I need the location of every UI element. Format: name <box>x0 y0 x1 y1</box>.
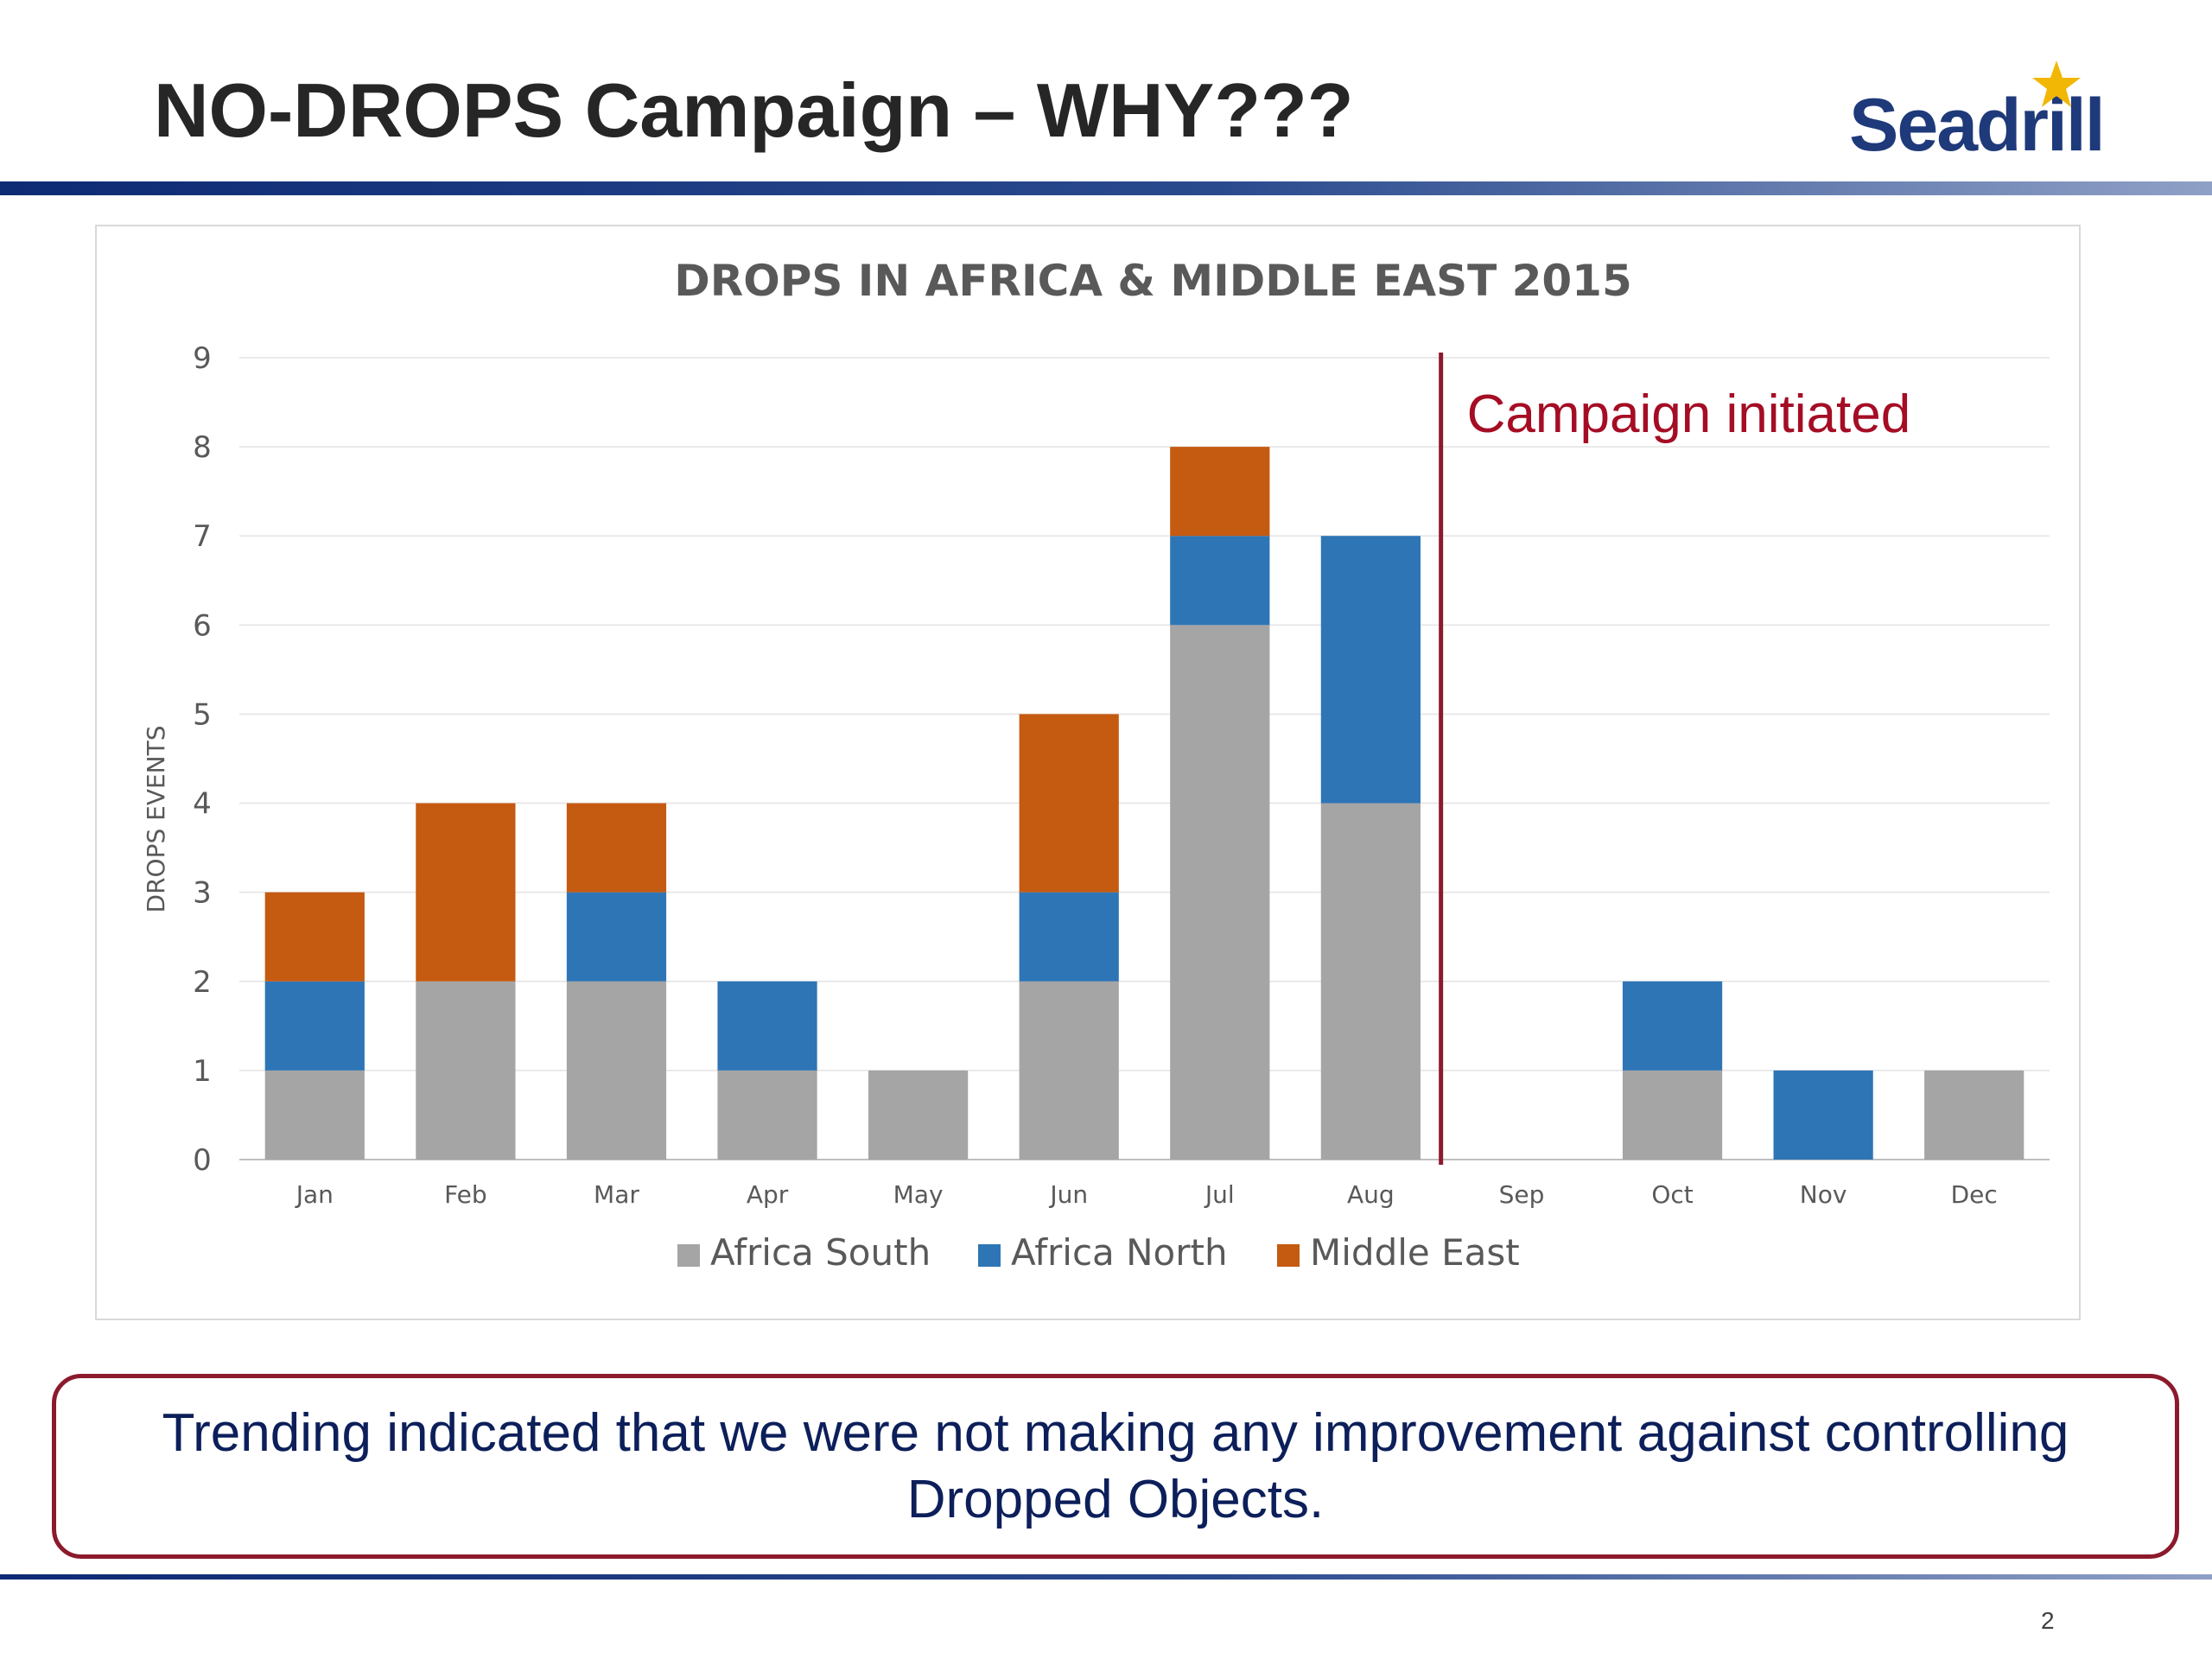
bar-middle-east-jan <box>264 892 365 982</box>
y-tick-label: 4 <box>193 787 212 822</box>
y-tick-label: 0 <box>193 1143 212 1178</box>
x-tick-label: Aug <box>1347 1180 1395 1209</box>
legend-swatch-africa-south <box>677 1244 700 1267</box>
bar-africa-north-aug <box>1320 536 1421 804</box>
legend-swatch-middle-east <box>1277 1244 1300 1267</box>
y-tick-label: 7 <box>193 519 212 554</box>
chart-title: DROPS IN AFRICA & MIDDLE EAST 2015 <box>674 256 1632 306</box>
bar-africa-south-feb <box>416 981 516 1160</box>
legend-label: Africa North <box>1011 1231 1228 1274</box>
y-tick-label: 2 <box>193 965 212 1000</box>
bar-africa-north-jul <box>1170 536 1270 626</box>
y-tick-label: 3 <box>193 876 212 911</box>
stacked-bar-chart: DROPS IN AFRICA & MIDDLE EAST 2015 0 1 2 3 4 5… <box>142 256 2050 1274</box>
x-tick-label: May <box>893 1180 944 1209</box>
bar-africa-south-dec <box>1924 1070 2024 1160</box>
bar-middle-east-jul <box>1170 447 1270 537</box>
bar-middle-east-jun <box>1019 714 1119 893</box>
y-tick-label: 9 <box>193 341 212 376</box>
bar-africa-south-jul <box>1170 625 1270 1160</box>
bar-africa-south-mar <box>566 981 667 1160</box>
y-tick-label: 1 <box>193 1054 212 1089</box>
legend-label: Africa South <box>710 1231 931 1274</box>
bar-africa-south-apr <box>717 1070 817 1160</box>
x-tick-label: Dec <box>1951 1180 1998 1209</box>
bar-middle-east-feb <box>416 803 516 982</box>
chart-frame: DROPS IN AFRICA & MIDDLE EAST 2015 0 1 2 3 4 5… <box>95 225 2081 1320</box>
star-icon <box>2032 60 2081 107</box>
bar-middle-east-mar <box>566 803 667 893</box>
x-tick-label: Apr <box>747 1180 789 1209</box>
bar-africa-north-jan <box>264 981 365 1071</box>
x-tick-label: Nov <box>1800 1180 1847 1209</box>
bar-africa-south-jan <box>264 1070 365 1160</box>
bar-africa-south-oct <box>1622 1070 1723 1160</box>
bar-africa-north-nov <box>1773 1070 1873 1160</box>
header-rule <box>0 181 2212 195</box>
footer-rule <box>0 1574 2212 1580</box>
y-tick-label: 5 <box>193 697 212 732</box>
bar-africa-north-oct <box>1622 981 1723 1071</box>
callout-box: Trending indicated that we were not maki… <box>52 1374 2179 1559</box>
seadrill-logo: Seadrill <box>1849 52 2134 173</box>
x-tick-label: Jun <box>1048 1180 1088 1209</box>
x-tick-label: Feb <box>444 1180 487 1209</box>
slide-title: NO-DROPS Campaign – WHY??? <box>154 67 1354 153</box>
x-tick-label: Mar <box>594 1180 639 1209</box>
legend-label: Middle East <box>1310 1231 1520 1274</box>
bar-africa-north-jun <box>1019 892 1119 982</box>
legend-swatch-africa-north <box>978 1244 1001 1267</box>
y-axis-label: DROPS EVENTS <box>142 726 170 913</box>
x-tick-label: Jan <box>295 1180 334 1209</box>
callout-text: Trending indicated that we were not maki… <box>162 1402 2069 1530</box>
bar-africa-south-jun <box>1019 981 1119 1160</box>
x-tick-label: Jul <box>1204 1180 1235 1209</box>
bar-africa-north-apr <box>717 981 817 1071</box>
bar-africa-south-may <box>868 1070 969 1160</box>
bar-africa-north-mar <box>566 892 667 982</box>
campaign-annotation: Campaign initiated <box>1467 385 1911 444</box>
bar-africa-south-aug <box>1320 803 1421 1160</box>
page-number: 2 <box>2041 1607 2055 1634</box>
x-tick-label: Sep <box>1499 1180 1545 1209</box>
y-tick-label: 8 <box>193 430 212 465</box>
y-tick-label: 6 <box>193 608 212 643</box>
x-tick-label: Oct <box>1651 1180 1693 1209</box>
